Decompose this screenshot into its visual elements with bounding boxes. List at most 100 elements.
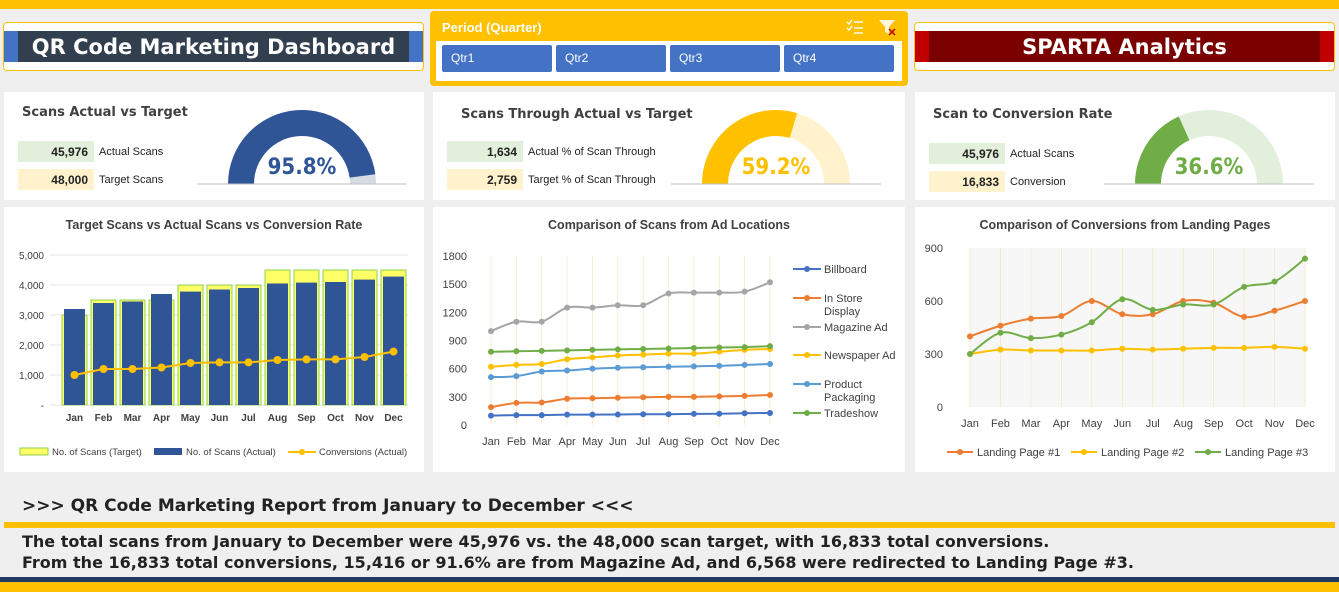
data-point (1088, 298, 1095, 304)
legend-marker (299, 449, 305, 455)
top-accent-bar (0, 0, 1339, 9)
chart-title: Comparison of Conversions from Landing P… (979, 218, 1270, 232)
y-tick-label: 1,000 (19, 371, 44, 382)
legend-marker (957, 449, 963, 455)
y-tick-label: 1200 (443, 307, 467, 319)
data-point (1302, 298, 1308, 304)
data-point (1027, 347, 1034, 354)
slicer-option-qtr3[interactable]: Qtr3 (670, 45, 780, 72)
data-point (564, 367, 571, 374)
clear-filter-icon[interactable] (878, 18, 896, 36)
report-heading: >>> QR Code Marketing Report from Januar… (22, 496, 634, 516)
data-point (488, 374, 494, 381)
kpi-gauge: 36.6% (1104, 109, 1314, 185)
data-point (1119, 311, 1126, 318)
conversions-line (74, 350, 394, 376)
gauge-value-text: 59.2% (742, 155, 811, 180)
data-point (589, 346, 596, 353)
data-point (640, 345, 647, 352)
x-tick-label: Dec (1295, 418, 1315, 430)
kpi-label: Target % of Scan Through (528, 173, 656, 186)
x-tick-label: Nov (355, 413, 374, 424)
data-point (488, 412, 494, 419)
actual-bar (383, 276, 404, 405)
actual-bar (238, 288, 259, 405)
legend-label: Landing Page #1 (977, 447, 1060, 459)
kpi-title: Scans Through Actual vs Target (461, 107, 693, 122)
y-tick-label: 1800 (443, 251, 467, 263)
legend-label: Conversions (Actual) (319, 447, 407, 458)
y-tick-label: 0 (937, 402, 943, 414)
gauge-value-text: 36.6% (1175, 155, 1244, 180)
legend-label: In Store Display (824, 293, 863, 318)
data-point (1149, 346, 1156, 353)
x-tick-label: Jul (1146, 418, 1160, 430)
data-point (690, 289, 697, 296)
report-section: >>> QR Code Marketing Report from Januar… (4, 486, 1335, 574)
conversion-point (157, 363, 166, 372)
data-point (538, 360, 545, 367)
actual-bar (64, 309, 85, 405)
data-point (1149, 306, 1156, 313)
legend-marker (804, 352, 810, 358)
legend-swatch-target (19, 447, 49, 456)
legend-label: Magazine Ad (824, 322, 888, 334)
data-point (690, 350, 697, 357)
x-tick-label: May (582, 436, 603, 448)
data-point (614, 364, 621, 371)
kpi-title: Scans Actual vs Target (22, 105, 188, 120)
data-point (1149, 311, 1156, 318)
data-point (665, 411, 672, 418)
x-tick-label: Mar (124, 413, 142, 424)
conversion-point (70, 371, 79, 379)
legend-marker (1081, 449, 1087, 455)
x-tick-label: Jan (961, 418, 979, 430)
target-vs-actual-chart-panel: Target Scans vs Actual Scans vs Conversi… (4, 207, 424, 472)
x-tick-label: Feb (507, 436, 526, 448)
y-tick-label: 1500 (443, 279, 467, 291)
data-point (564, 411, 571, 418)
kpi-scans-panel: Scans Actual vs Target 45,976 Actual Sca… (4, 92, 424, 200)
legend-label: No. of Scans (Target) (52, 447, 142, 458)
y-tick-label: 300 (925, 349, 943, 361)
data-point (1210, 301, 1217, 308)
x-tick-label: Nov (1265, 418, 1285, 430)
data-point (513, 318, 520, 325)
data-point (488, 363, 494, 370)
data-point (538, 412, 545, 419)
legend-marker (804, 381, 810, 387)
kpi-value: 45,976 (18, 141, 94, 162)
data-point (614, 346, 621, 353)
conversion-point (215, 358, 224, 367)
data-point (488, 404, 494, 411)
data-point (716, 362, 723, 369)
gauge-remainder-arc (789, 113, 850, 184)
data-point (614, 302, 621, 309)
data-point (640, 394, 647, 401)
data-point (589, 304, 596, 311)
x-tick-label: Jun (1113, 418, 1131, 430)
y-tick-label: 3,000 (19, 311, 44, 322)
data-point (997, 346, 1004, 353)
data-point (1058, 313, 1065, 320)
data-point (690, 410, 697, 417)
data-point (1027, 335, 1034, 342)
dashboard-title-box: QR Code Marketing Dashboard (3, 22, 424, 71)
x-tick-label: Jun (609, 436, 627, 448)
data-point (640, 411, 647, 418)
data-point (1241, 283, 1248, 290)
data-point (1271, 343, 1278, 350)
data-point (538, 399, 545, 406)
series-line (490, 362, 771, 379)
slicer-option-qtr2[interactable]: Qtr2 (556, 45, 666, 72)
y-tick-label: 300 (449, 392, 467, 404)
multi-select-icon[interactable] (846, 18, 864, 36)
data-point (589, 411, 596, 418)
legend-label: No. of Scans (Actual) (186, 447, 276, 458)
data-point (538, 347, 545, 354)
slicer-option-qtr4[interactable]: Qtr4 (784, 45, 894, 72)
actual-bar (209, 289, 230, 405)
slicer-option-qtr1[interactable]: Qtr1 (442, 45, 552, 72)
data-point (1180, 345, 1187, 352)
x-tick-label: May (181, 413, 201, 424)
